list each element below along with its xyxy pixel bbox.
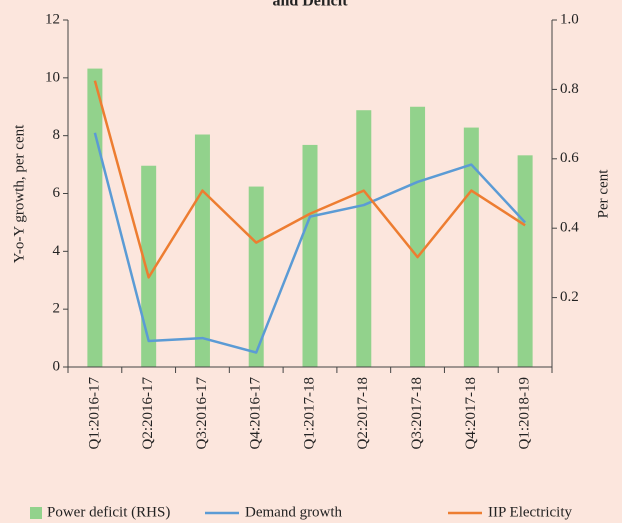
legend-label: Demand growth — [245, 504, 343, 520]
y2-axis-label: Per cent — [595, 169, 611, 219]
x-tick-label: Q1:2017-18 — [301, 377, 317, 450]
chart-title: and Deficit — [272, 0, 348, 10]
bar — [87, 68, 103, 367]
bar — [194, 134, 210, 367]
bar — [463, 127, 479, 367]
y-tick-label: 0 — [53, 358, 61, 374]
bar — [248, 186, 264, 367]
y-tick-label: 12 — [45, 11, 60, 27]
x-tick-label: Q2:2016-17 — [140, 377, 156, 450]
y-tick-label: 2 — [53, 301, 61, 317]
x-tick-label: Q1:2018-19 — [517, 377, 533, 450]
y-tick-label: 6 — [53, 185, 61, 201]
x-tick-label: Q3:2016-17 — [194, 377, 210, 450]
bar — [356, 110, 372, 367]
bar — [141, 165, 157, 367]
x-tick-label: Q3:2017-18 — [409, 377, 425, 450]
legend-label: IIP Electricity — [488, 504, 572, 520]
y2-tick-label: 0.2 — [560, 289, 579, 305]
y2-tick-label: 0.6 — [560, 150, 579, 166]
bar — [410, 106, 426, 367]
line — [93, 80, 526, 279]
y2-tick-label: 0.8 — [560, 81, 579, 97]
y-axis-label: Y-o-Y growth, per cent — [11, 124, 27, 263]
y2-tick-label: 0.4 — [560, 220, 579, 236]
x-tick-label: Q4:2016-17 — [248, 377, 264, 450]
y-tick-label: 10 — [45, 69, 60, 85]
x-tick-label: Q1:2016-17 — [86, 377, 102, 450]
y-tick-label: 4 — [53, 243, 61, 259]
y2-tick-label: 1.0 — [560, 11, 579, 27]
x-tick-label: Q4:2017-18 — [463, 377, 479, 450]
x-tick-label: Q2:2017-18 — [355, 377, 371, 450]
legend-swatch — [30, 507, 42, 519]
y-tick-label: 8 — [53, 127, 61, 143]
bar — [517, 155, 533, 367]
line — [93, 132, 527, 354]
legend-label: Power deficit (RHS) — [47, 504, 170, 520]
bar — [302, 144, 318, 367]
